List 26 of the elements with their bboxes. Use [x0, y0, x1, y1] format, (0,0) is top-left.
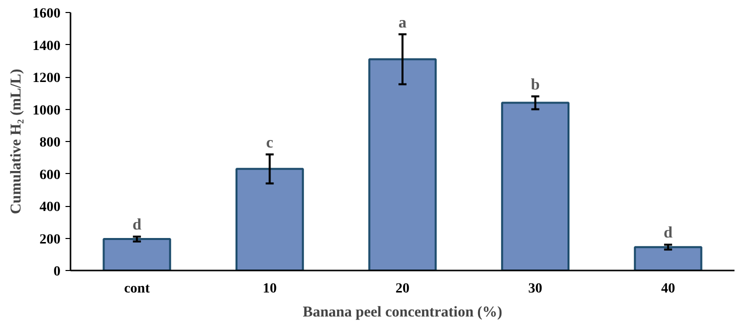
bar [236, 168, 304, 270]
y-tick-label: 800 [40, 136, 60, 150]
annotation: c [266, 134, 274, 152]
y-tick-label: 1000 [32, 103, 60, 118]
x-tick-label: 10 [262, 282, 277, 296]
bar [102, 238, 172, 270]
y-tick-label: 600 [40, 168, 60, 183]
y-tick-label: 1200 [32, 71, 60, 86]
x-tick-label: 40 [661, 282, 676, 296]
bar [501, 102, 570, 270]
x-tick-label: 30 [528, 282, 542, 296]
x-tick-label: cont [124, 282, 150, 296]
annotation: d [132, 216, 142, 234]
annotation: d [664, 224, 673, 242]
y-axis-title: Cumulative H₂ (mL/L) [8, 68, 24, 214]
y-tick-label: 1600 [32, 6, 60, 22]
x-axis-title: Banana peel concentration (%) [302, 304, 502, 320]
annotation: b [530, 76, 540, 94]
y-tick-label: 0 [54, 264, 60, 280]
y-tick-label: 1400 [32, 38, 60, 54]
y-tick-label: 200 [40, 232, 60, 248]
x-tick-label: 20 [396, 282, 410, 296]
bar [368, 58, 437, 270]
bar [634, 246, 702, 270]
y-tick-label: 400 [40, 200, 60, 215]
annotation: a [398, 14, 406, 32]
